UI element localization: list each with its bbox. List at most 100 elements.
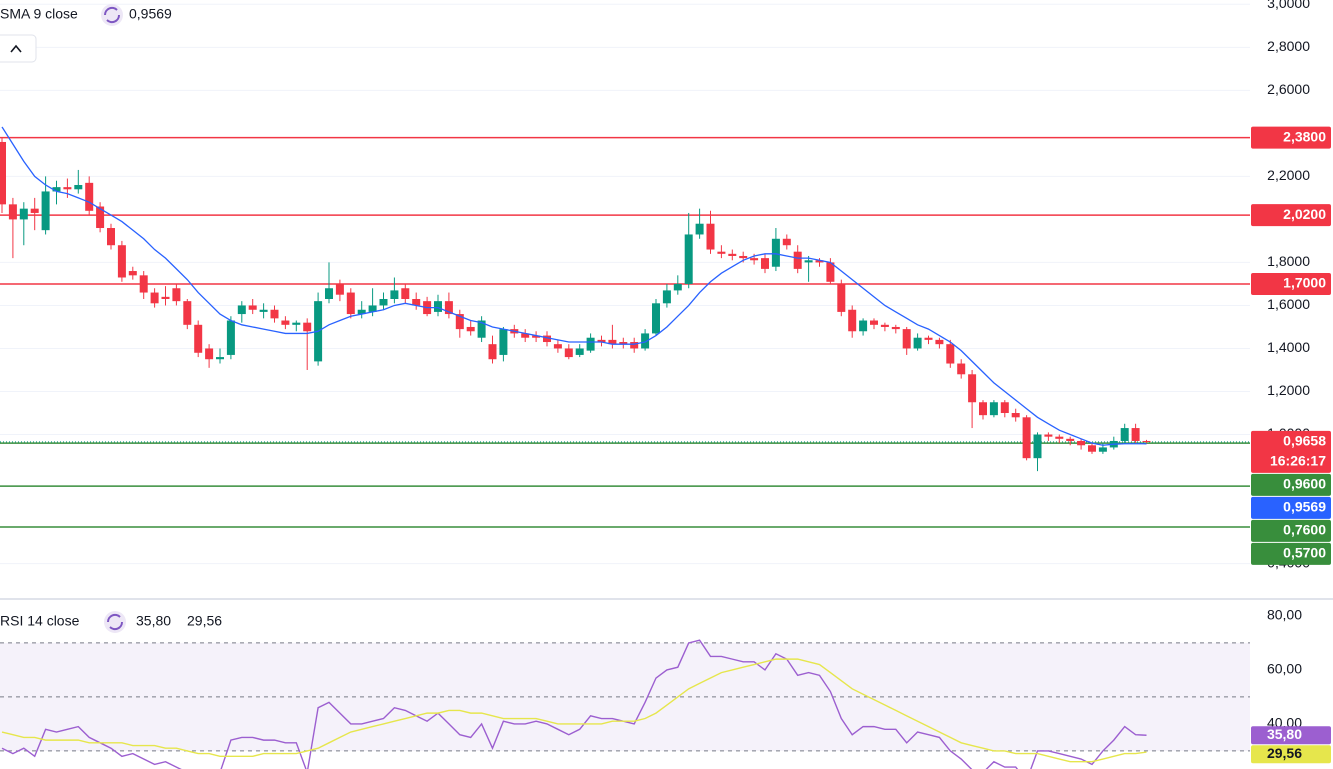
rsi-label-box [1251,745,1331,764]
candle-body [695,223,704,235]
price-label: 16:26:17 [1270,453,1326,469]
refresh-icon[interactable] [104,611,126,633]
candle-body [0,141,6,205]
price-label-box [1251,272,1331,295]
candle-body [739,255,748,259]
candle-body [139,275,148,293]
candle-body [216,357,224,360]
y-tick-label: 2,6000 [1267,81,1310,97]
candle-body [902,329,911,349]
candle-body [553,344,562,349]
candle-body [107,228,115,246]
candle-body [1077,440,1086,446]
candle-body [379,299,388,306]
candle-body [1142,440,1151,442]
rsi-label: 35,80 [1267,726,1302,742]
y-tick-label: 1,6000 [1267,296,1310,312]
candle-body [346,292,355,315]
price-label: 0,9658 [1283,433,1326,449]
sma-line [1,126,1147,446]
candle-body [859,320,868,332]
price-label: 2,0200 [1283,206,1326,222]
candle-body [281,320,290,325]
candle-body [19,208,28,220]
candle-body [335,283,344,295]
candle-body [270,309,279,319]
price-label-box [1251,204,1331,227]
candle-body [532,335,541,338]
candle-body [194,324,203,353]
candle-body [401,288,410,299]
candle-body [1000,402,1009,414]
price-label: 2,3800 [1283,128,1326,144]
price-label-box [1251,496,1331,519]
price-label: 0,7600 [1283,522,1326,538]
candle-body [390,290,399,299]
candle-body [597,339,606,343]
y-tick-label: 1,4000 [1267,339,1310,355]
candle-body [662,290,671,304]
rsi-value: 35,80 [136,613,171,629]
candle-body [673,283,682,291]
candle-body [30,208,39,213]
candle-body [586,337,595,351]
candle-body [957,363,966,375]
candle-body [325,288,333,299]
candle-body [161,296,170,299]
price-label-box [1251,519,1331,542]
rsi-line [1,639,1147,769]
price-label-box [1251,473,1331,496]
rsi-label: 29,56 [1267,745,1302,761]
candle-body [717,251,726,254]
price-label-box [1251,430,1331,473]
candle-body [74,184,83,190]
candle-body [150,292,159,304]
y-tick-label: 3,0000 [1267,0,1310,11]
candle-body [248,305,257,310]
candle-body [1066,438,1075,441]
refresh-icon[interactable] [101,4,123,26]
price-label: 1,7000 [1283,275,1326,291]
rsi-legend: RSI 14 close [0,613,80,629]
candle-body [728,253,737,256]
candle-body [1044,434,1053,437]
candle-body [706,223,715,250]
candle-body [826,262,835,282]
candle-body [303,322,312,332]
y-tick-label: 60,00 [1267,661,1302,677]
candle-body [128,271,137,276]
candle-body [891,326,900,330]
price-label: 0,5700 [1283,545,1326,561]
candle-body [641,333,650,349]
candle-body [619,342,628,345]
candle-body [761,258,769,269]
price-pane [0,126,1250,528]
candle-body [870,320,878,325]
collapse-button[interactable] [0,34,37,63]
candle-body [8,204,17,220]
candle-body [946,344,955,364]
candle-body [368,305,377,312]
sma-value: 0,9569 [129,6,172,22]
candle-body [935,339,944,345]
candle-body [477,320,486,338]
candle-body [1131,428,1140,441]
candle-body [989,402,998,416]
y-tick-label: 1,2000 [1267,382,1310,398]
rsi-pane [0,639,1250,769]
candle-body [837,283,846,312]
candle-body [750,258,759,261]
candle-body [259,309,268,312]
candle-body [412,299,421,306]
rsi-label-box [1251,726,1331,745]
candle-body [968,374,977,403]
candle-body [1055,436,1064,439]
price-axis: 3,0000 2,8000 2,6000 2,2000 1,8000 1,6000 1,40… [1267,0,1310,731]
candle-body [488,344,497,360]
rsi-line [1,658,1147,763]
candle-body [444,301,453,315]
candle-body [793,251,802,269]
candle-body [499,329,508,355]
candle-body [924,337,933,340]
